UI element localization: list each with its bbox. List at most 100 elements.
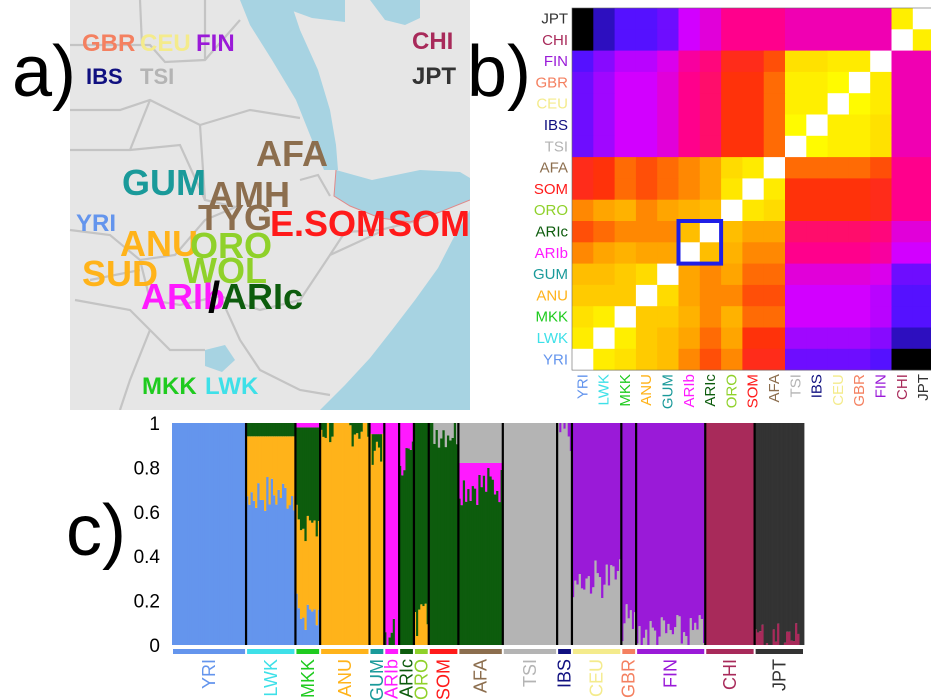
heatmap-cell [699,135,722,158]
heatmap-cell [763,221,786,243]
admix-bar-segment [651,627,655,645]
admix-bar-segment [315,625,319,645]
admix-ytick-label: 0 [149,636,160,657]
heatmap-cell [678,157,701,179]
admix-bar-segment [369,433,373,645]
admix-bar-segment [241,423,245,645]
heatmap-cell [763,284,786,307]
heatmap-cell [678,114,701,137]
admix-bar-segment [674,423,677,628]
heatmap-cell [806,178,828,201]
admix-bar-segment [465,462,468,502]
heatmap-cell [635,348,658,371]
heatmap-cell [657,284,679,307]
map-label-chi: CHI [412,28,454,55]
admix-bar-segment [428,423,432,645]
admix-bar-segment [257,436,260,484]
heatmap-cell [848,327,871,350]
lake-victoria [205,345,235,372]
admix-group-label: SOM [434,659,454,700]
admix-bar-segment [522,423,525,645]
map-label-aric: ARIc [221,276,304,317]
admix-bar-segment [182,423,186,645]
admix-bar-segment [467,462,470,490]
heatmap-cell [614,50,637,73]
admix-bar-segment [585,423,589,579]
admix-bar-segment [567,436,571,645]
heatmap-cell [678,71,701,94]
admix-bar-segment [665,423,668,634]
heatmap-cell [848,242,871,264]
heatmap-cell [657,327,679,350]
admix-bar-segment [386,423,389,645]
heatmap-col-label: CEU [830,374,847,406]
heatmap-cell [806,157,828,179]
heatmap-cell [785,135,807,158]
admix-bar-segment [491,423,495,463]
admix-bar-segment [761,624,765,645]
heatmap-cell [848,178,871,201]
admix-bar-segment [707,423,711,645]
admix-group-underline [429,649,458,654]
admix-bar-segment [653,630,657,645]
admix-bar-segment [311,611,314,645]
admix-bar-segment [515,423,519,645]
heatmap-cell [912,178,931,201]
admix-bar-segment [259,436,263,500]
admix-bar-segment [638,626,641,645]
heatmap-cell [572,242,594,264]
heatmap-cell [721,8,743,30]
admix-bar-segment [250,492,254,645]
admix-bar-segment [462,423,466,463]
admix-bar-segment [596,573,600,645]
map-label-gum: GUM [122,162,206,203]
admix-bar-segment [574,423,577,581]
heatmap-row-label: AFA [540,160,568,177]
admix-bar-segment [268,504,272,645]
heatmap-cell [763,327,786,350]
admix-bar-segment [574,580,577,645]
heatmap-row-label: ARIc [535,224,568,241]
heatmap-cell [742,29,765,51]
admix-bar-segment [647,423,650,645]
admix-bar-segment [261,500,265,645]
admix-bar-segment [224,423,227,645]
heatmap-cell [785,71,807,94]
heatmap-row-label: TSI [545,138,568,155]
admix-bar-segment [496,462,499,491]
admix-bar-segment [765,423,769,644]
heatmap-cell [891,199,914,222]
heatmap-cell [891,50,914,73]
map-label-ibs: IBS [86,64,123,89]
admix-bar-segment [723,423,726,645]
admix-bar-segment [603,423,607,585]
map-label-slash: / [208,273,221,322]
admix-bar-segment [286,508,290,645]
heatmap-cell [721,284,743,307]
admix-bar-segment [580,423,584,589]
heatmap-cell [785,199,807,222]
heatmap-col-label: JPT [915,374,931,401]
admix-bar-segment [380,434,383,462]
admix-bar-segment [235,423,238,645]
admix-group-underline [622,649,636,654]
admix-bar-segment [485,491,488,645]
admix-bar-segment [682,632,686,645]
admix-bar-segment [277,423,281,437]
admix-bar-segment [732,423,735,645]
heatmap-cell [891,93,914,115]
heatmap-cell [614,284,637,307]
admix-bar-segment [734,423,738,645]
admix-bar-segment [691,423,695,631]
admix-bar-segment [550,423,554,645]
heatmap-cell [572,71,594,94]
admix-bar-segment [403,423,406,471]
admix-bar-segment [563,428,566,645]
admix-bar-segment [297,427,301,520]
admix-bar-segment [592,587,595,645]
heatmap-cell [593,348,615,371]
heatmap-cell [699,50,722,73]
admix-bar-segment [270,423,274,437]
heatmap-cell [806,50,828,73]
admix-bar-segment [583,423,586,590]
